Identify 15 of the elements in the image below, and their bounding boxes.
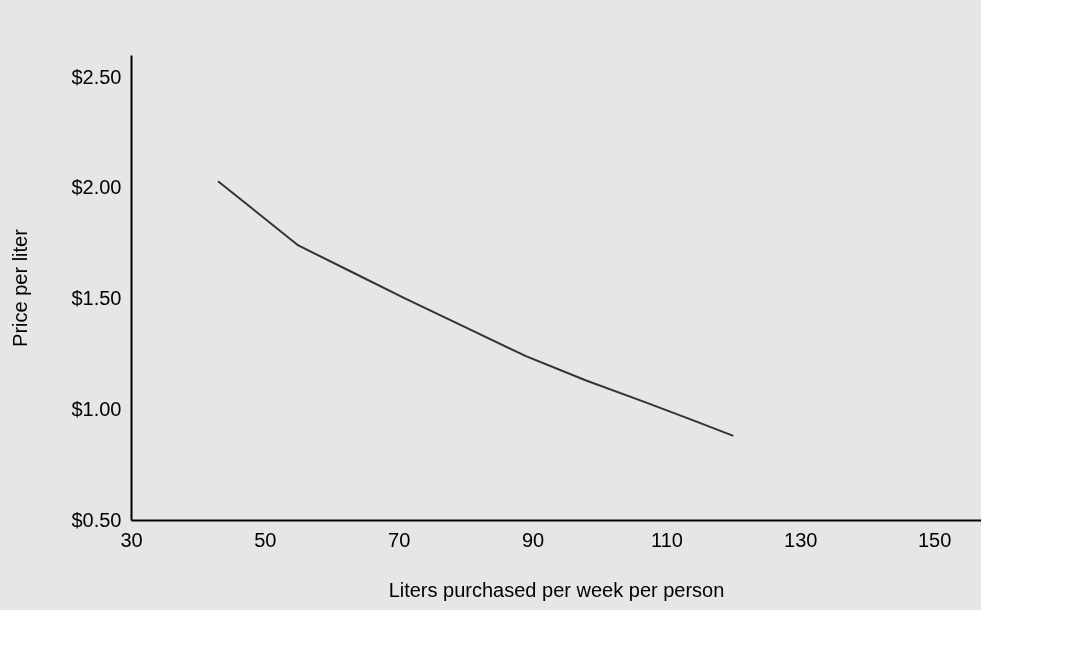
y-tick-label: $1.50 (71, 287, 122, 310)
y-axis-title: Price per liter (9, 228, 32, 347)
y-tick-label: $0.50 (71, 508, 122, 531)
line-series (217, 180, 735, 437)
x-tick-label: 150 (917, 528, 952, 551)
x-tick-label: 130 (784, 528, 818, 551)
x-tick-label: 70 (388, 528, 411, 551)
x-tick-label: 50 (254, 528, 277, 551)
x-tick-label: 30 (120, 528, 143, 551)
x-axis-title: Liters purchased per week per person (388, 578, 725, 601)
y-tick-label: $2.00 (71, 176, 122, 199)
y-tick-label: $2.50 (71, 65, 122, 88)
x-tick-label: 90 (521, 528, 545, 551)
y-tick-label: $1.00 (71, 397, 122, 420)
x-tick-label: 110 (650, 528, 683, 551)
